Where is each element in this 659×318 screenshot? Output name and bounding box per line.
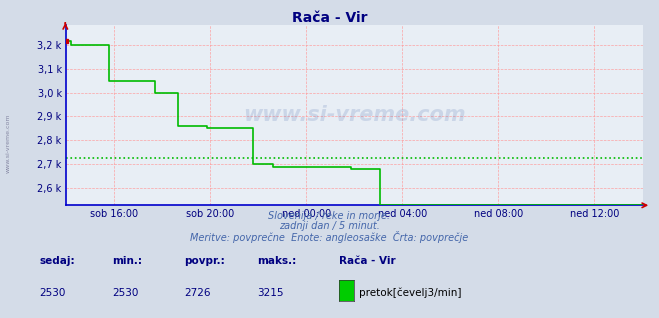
Text: Rača - Vir: Rača - Vir: [339, 256, 396, 266]
Text: 2530: 2530: [40, 288, 66, 298]
Text: Slovenija / reke in morje.: Slovenija / reke in morje.: [268, 211, 391, 221]
Text: min.:: min.:: [112, 256, 142, 266]
Text: sedaj:: sedaj:: [40, 256, 75, 266]
Text: Rača - Vir: Rača - Vir: [292, 11, 367, 25]
Text: www.si-vreme.com: www.si-vreme.com: [243, 105, 465, 125]
Text: 3215: 3215: [257, 288, 283, 298]
Text: zadnji dan / 5 minut.: zadnji dan / 5 minut.: [279, 221, 380, 231]
Text: pretok[čevelj3/min]: pretok[čevelj3/min]: [359, 288, 462, 298]
Text: Meritve: povprečne  Enote: angleosaške  Črta: povprečje: Meritve: povprečne Enote: angleosaške Čr…: [190, 231, 469, 243]
Text: maks.:: maks.:: [257, 256, 297, 266]
Text: povpr.:: povpr.:: [185, 256, 225, 266]
Text: 2726: 2726: [185, 288, 211, 298]
Text: 2530: 2530: [112, 288, 138, 298]
Text: www.si-vreme.com: www.si-vreme.com: [5, 113, 11, 173]
